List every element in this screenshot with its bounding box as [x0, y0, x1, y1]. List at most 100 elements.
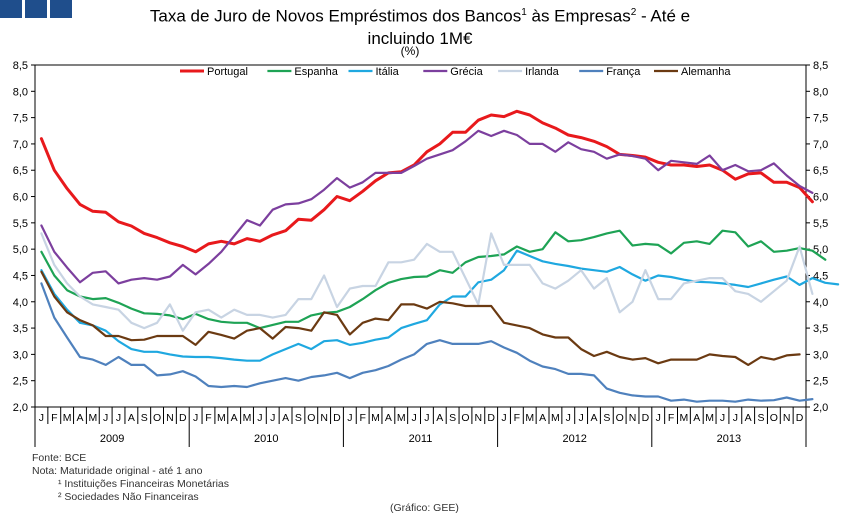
month-label: F	[668, 412, 674, 424]
month-label: F	[51, 412, 57, 424]
logo-block-2	[25, 0, 47, 18]
logo-block-3	[50, 0, 72, 18]
y-tick-label-left: 2,0	[13, 402, 28, 414]
month-label: J	[579, 412, 584, 424]
month-label: J	[720, 412, 725, 424]
month-label: D	[642, 412, 650, 424]
month-label: A	[590, 412, 597, 424]
y-tick-label-right: 3,5	[813, 323, 828, 335]
month-label: N	[475, 412, 483, 424]
month-label: O	[307, 412, 315, 424]
month-label: F	[359, 412, 365, 424]
month-label: J	[411, 412, 416, 424]
month-label: D	[796, 412, 804, 424]
legend-label: Itália	[376, 66, 400, 78]
month-label: J	[733, 412, 738, 424]
y-tick-label-right: 6,0	[813, 192, 828, 204]
month-label: M	[551, 412, 560, 424]
month-label: S	[758, 412, 765, 424]
month-label: N	[783, 412, 791, 424]
y-tick-label-right: 7,0	[813, 139, 828, 151]
month-label: J	[116, 412, 121, 424]
month-label: S	[603, 412, 610, 424]
series-line-irlanda	[40, 232, 814, 332]
y-tick-label-left: 5,0	[13, 244, 28, 256]
y-tick-label-right: 4,0	[813, 297, 828, 309]
month-label: O	[461, 412, 469, 424]
year-label: 2013	[717, 433, 741, 445]
month-label: S	[295, 412, 302, 424]
month-label: O	[153, 412, 161, 424]
y-tick-label-left: 2,5	[13, 376, 28, 388]
month-label: N	[320, 412, 328, 424]
year-label: 2010	[254, 433, 278, 445]
y-tick-label-left: 8,5	[13, 60, 28, 72]
title-line2: incluindo 1M€	[367, 28, 473, 48]
month-label: M	[217, 412, 226, 424]
title-part3: - Até e	[636, 6, 691, 26]
source-note: Fonte: BCE	[32, 452, 87, 464]
y-tick-label-left: 7,5	[13, 113, 28, 125]
title-part2: às Empresas	[526, 6, 631, 26]
y-tick-label-right: 2,5	[813, 376, 828, 388]
maturity-note: Nota: Maturidade original - até 1 ano	[32, 465, 203, 477]
y-tick-label-left: 6,0	[13, 192, 28, 204]
month-label: M	[705, 412, 714, 424]
month-label: J	[424, 412, 429, 424]
chart-credit: (Gráfico: GEE)	[390, 502, 459, 514]
month-label: O	[770, 412, 778, 424]
month-label: A	[693, 412, 700, 424]
y-tick-label-left: 4,0	[13, 297, 28, 309]
title-part1: Taxa de Juro de Novos Empréstimos dos Ba…	[149, 6, 522, 26]
month-label: J	[566, 412, 571, 424]
month-label: D	[179, 412, 187, 424]
y-tick-label-right: 5,0	[813, 244, 828, 256]
series-line-itália	[40, 249, 840, 362]
month-label: J	[39, 412, 44, 424]
chart-title: Taxa de Juro de Novos Empréstimos dos Ba…	[100, 2, 740, 50]
month-label: J	[103, 412, 108, 424]
y-tick-label-left: 8,0	[13, 86, 28, 98]
series-line-espanha	[40, 229, 827, 330]
month-label: F	[205, 412, 211, 424]
month-label: M	[371, 412, 380, 424]
month-label: M	[397, 412, 406, 424]
brand-logo	[0, 0, 72, 18]
title-sup1: 1	[521, 7, 527, 18]
month-label: A	[539, 412, 546, 424]
y-tick-label-right: 2,0	[813, 402, 828, 414]
series-line-grécia	[40, 129, 814, 285]
month-label: A	[436, 412, 443, 424]
series-line-frança	[40, 282, 814, 403]
month-label: M	[88, 412, 97, 424]
month-label: J	[270, 412, 275, 424]
y-tick-label-right: 5,5	[813, 218, 828, 230]
chart-notes: Fonte: BCE Nota: Maturidade original - a…	[32, 452, 229, 504]
month-label: J	[656, 412, 661, 424]
month-label: A	[282, 412, 289, 424]
unit-label: (%)	[400, 44, 420, 58]
title-sup2: 2	[630, 7, 637, 18]
y-tick-label-left: 3,0	[13, 349, 28, 361]
month-label: A	[745, 412, 752, 424]
y-tick-label-left: 5,5	[13, 218, 28, 230]
legend-label: Irlanda	[525, 66, 560, 78]
month-label: O	[616, 412, 624, 424]
series-line-alemanha	[40, 270, 801, 366]
y-tick-label-right: 8,0	[813, 86, 828, 98]
y-tick-label-left: 7,0	[13, 139, 28, 151]
month-label: F	[514, 412, 520, 424]
legend-label: Alemanha	[681, 66, 731, 78]
month-label: J	[347, 412, 352, 424]
legend-label: Grécia	[450, 66, 483, 78]
year-label: 2012	[562, 433, 586, 445]
legend-label: Espanha	[294, 66, 338, 78]
month-label: M	[525, 412, 534, 424]
y-tick-label-left: 4,5	[13, 270, 28, 282]
month-label: S	[141, 412, 148, 424]
month-label: N	[629, 412, 637, 424]
month-label: A	[385, 412, 392, 424]
month-label: S	[449, 412, 456, 424]
month-label: A	[128, 412, 135, 424]
